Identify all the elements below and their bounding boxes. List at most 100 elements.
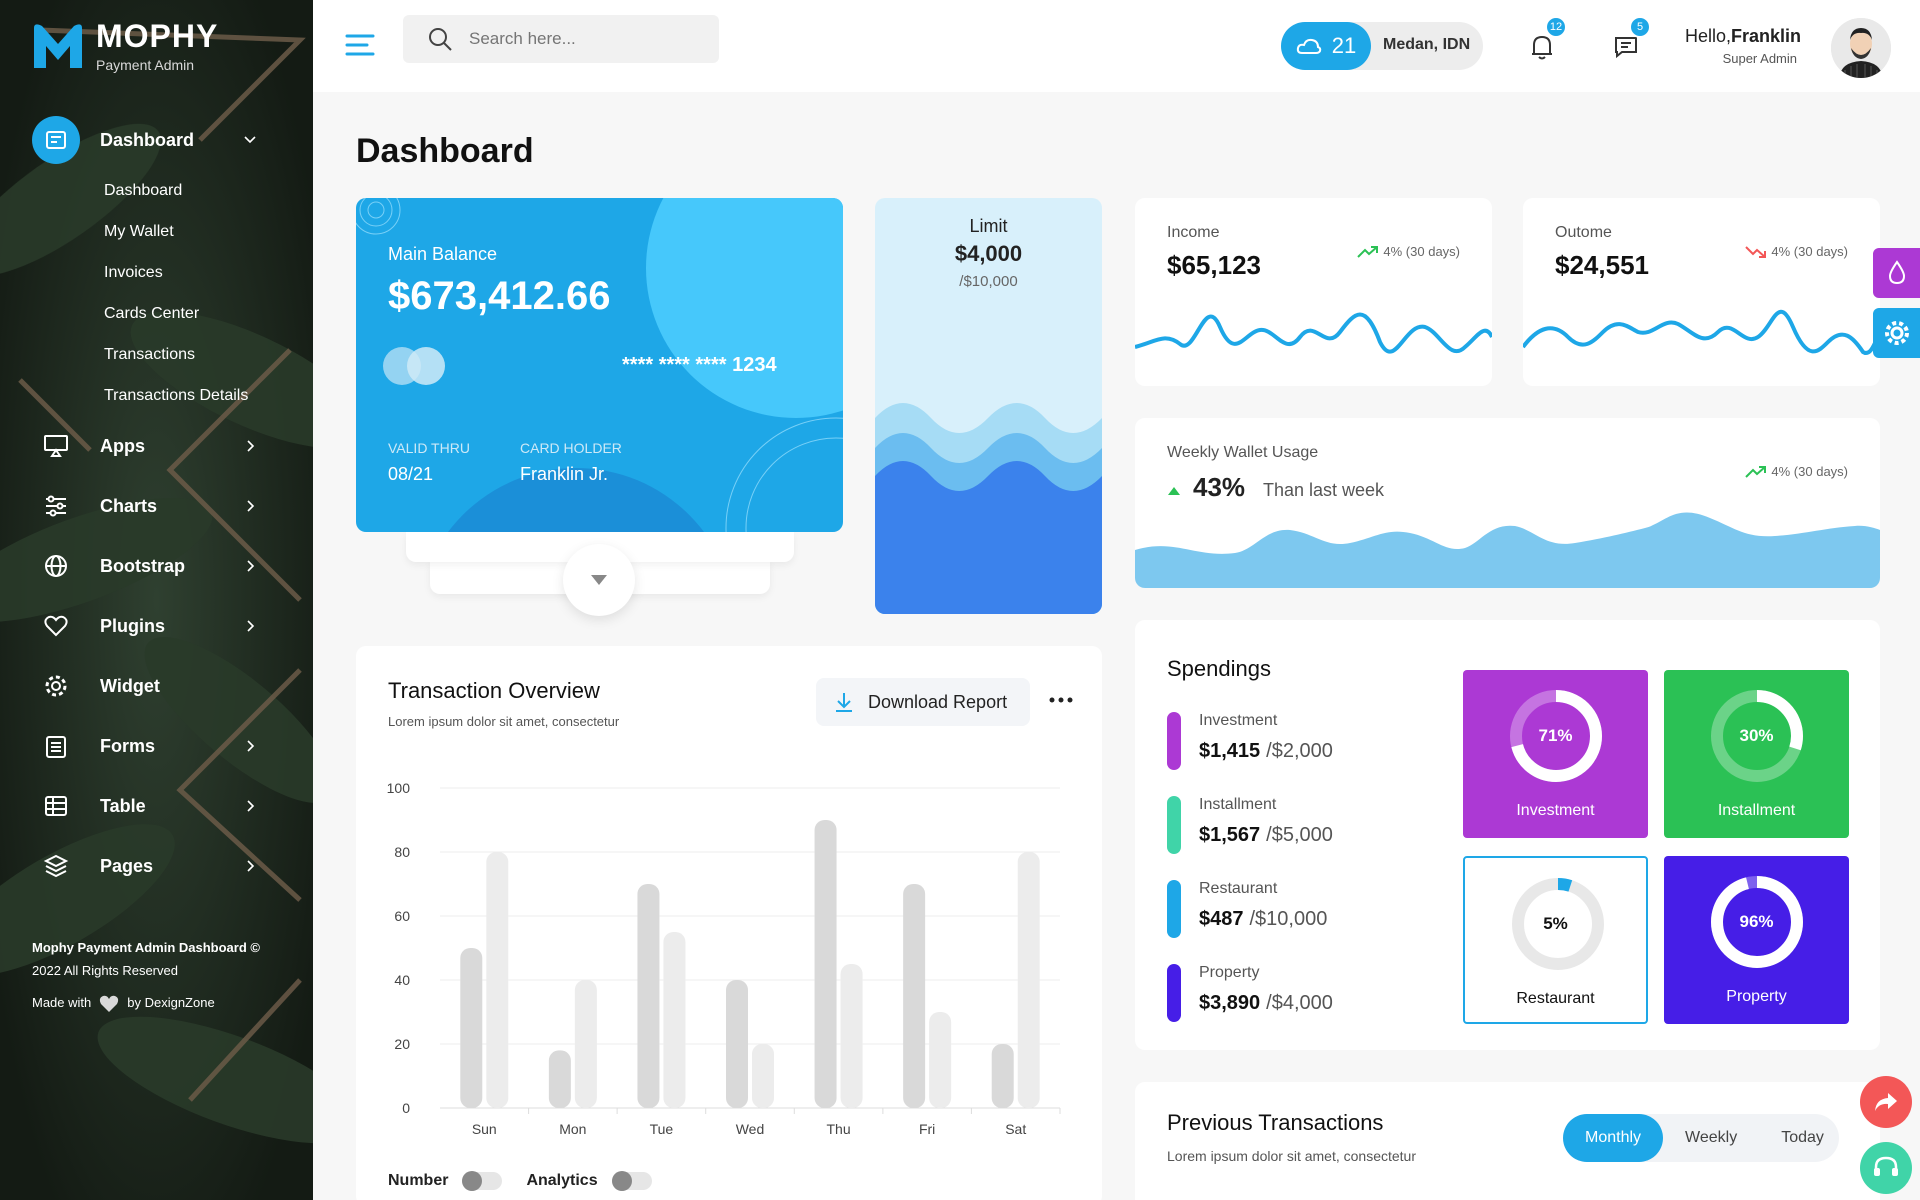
expand-cards-button[interactable]	[563, 544, 635, 616]
outcome-card[interactable]: Outome $24,551 4% (30 days)	[1523, 198, 1880, 386]
user-greeting[interactable]: Hello,Franklin Super Admin	[1685, 26, 1801, 66]
chevron-right-icon	[247, 800, 255, 812]
search-box	[403, 15, 719, 63]
sidebar-item-table[interactable]: Table	[0, 776, 313, 836]
tile-property[interactable]: 96% Property	[1664, 856, 1849, 1024]
avatar[interactable]	[1831, 18, 1891, 78]
main-balance-card[interactable]: Main Balance $673,412.66 **** **** **** …	[356, 198, 843, 532]
submenu-my-wallet[interactable]: My Wallet	[104, 223, 174, 240]
submenu-cards-center[interactable]: Cards Center	[104, 305, 200, 322]
trend-up-icon	[1745, 465, 1767, 478]
footer-title: Mophy Payment Admin Dashboard ©	[32, 940, 260, 955]
income-trend-text: 4% (30 days)	[1383, 244, 1460, 259]
hamburger-menu-icon[interactable]	[345, 32, 375, 58]
tile-percent: 71%	[1538, 726, 1573, 745]
chevron-right-icon	[247, 740, 255, 752]
weather-city: Medan, IDN	[1383, 36, 1471, 53]
bar-sun-series-1[interactable]	[460, 948, 483, 1108]
bar-mon-series-2[interactable]	[574, 980, 597, 1108]
x-tick-label: Sat	[1005, 1121, 1026, 1137]
spending-color-bar	[1167, 796, 1181, 854]
bar-thu-series-2[interactable]	[840, 964, 863, 1108]
sidebar-item-forms[interactable]: Forms	[0, 716, 313, 776]
tile-restaurant[interactable]: 5% Restaurant	[1463, 856, 1648, 1024]
sidebar-item-widget[interactable]: Widget	[0, 656, 313, 716]
bar-fri-series-1[interactable]	[903, 884, 926, 1108]
bar-thu-series-1[interactable]	[814, 820, 837, 1108]
bar-tue-series-1[interactable]	[637, 884, 660, 1108]
limit-max: /$10,000	[959, 273, 1018, 290]
share-button[interactable]	[1860, 1076, 1912, 1128]
chevron-right-icon	[247, 500, 255, 512]
sidebar-item-dashboard[interactable]: Dashboard	[0, 110, 313, 170]
submenu-transactions-details[interactable]: Transactions Details	[104, 387, 249, 404]
search-icon[interactable]	[427, 26, 453, 52]
chevron-right-icon	[247, 860, 255, 872]
period-tabs: Monthly Weekly Today	[1563, 1114, 1839, 1162]
bar-fri-series-2[interactable]	[929, 1012, 952, 1108]
tab-today[interactable]: Today	[1781, 1129, 1824, 1146]
trend-up-icon	[1357, 245, 1379, 258]
bar-wed-series-2[interactable]	[752, 1044, 774, 1108]
tile-installment[interactable]: 30% Installment	[1664, 670, 1849, 838]
sidebar-item-charts[interactable]: Charts	[0, 476, 313, 536]
sidebar-item-label: Apps	[100, 435, 145, 456]
brand-tagline: Payment Admin	[96, 57, 195, 73]
caret-down-icon	[591, 575, 607, 585]
tab-monthly[interactable]: Monthly	[1563, 1114, 1664, 1162]
bar-tue-series-2[interactable]	[663, 932, 686, 1108]
user-role: Super Admin	[1722, 51, 1797, 66]
bar-sat-series-2[interactable]	[1017, 852, 1040, 1108]
balance-label: Main Balance	[388, 244, 498, 264]
income-card[interactable]: Income $65,123 4% (30 days)	[1135, 198, 1492, 386]
messages-button[interactable]: 5	[1601, 16, 1651, 72]
spending-item-property[interactable]: Property $3,890/$4,000	[1167, 964, 1447, 1026]
sidebar-item-label: Plugins	[100, 615, 166, 636]
weekly-wallet-card[interactable]: Weekly Wallet Usage 43% Than last week 4…	[1135, 418, 1880, 588]
spending-item-investment[interactable]: Investment $1,415/$2,000	[1167, 712, 1447, 774]
spending-item-restaurant[interactable]: Restaurant $487/$10,000	[1167, 880, 1447, 942]
heart-icon	[42, 612, 70, 640]
page-title: Dashboard	[356, 132, 534, 170]
notifications-button[interactable]: 12	[1517, 16, 1567, 72]
analytics-toggle[interactable]	[611, 1171, 652, 1191]
theme-color-button[interactable]	[1873, 248, 1920, 298]
donut-progress	[1510, 690, 1602, 782]
spending-name: Restaurant	[1199, 880, 1278, 897]
submenu-dashboard[interactable]: Dashboard	[104, 182, 183, 199]
support-button[interactable]	[1860, 1142, 1912, 1194]
tab-weekly[interactable]: Weekly	[1685, 1129, 1738, 1146]
valid-thru-value: 08/21	[388, 464, 434, 484]
outcome-trend-text: 4% (30 days)	[1771, 244, 1848, 259]
bar-sat-series-1[interactable]	[991, 1044, 1014, 1108]
search-input[interactable]	[469, 29, 699, 49]
settings-button[interactable]	[1873, 308, 1920, 358]
sidebar-item-bootstrap[interactable]: Bootstrap	[0, 536, 313, 596]
weather-widget[interactable]: 21 Medan, IDN	[1281, 22, 1483, 70]
submenu-invoices[interactable]: Invoices	[104, 264, 163, 281]
sidebar-item-label: Charts	[100, 495, 158, 516]
user-avatar-image	[1831, 18, 1891, 78]
previous-transactions-card: Previous Transactions Lorem ipsum dolor …	[1135, 1082, 1880, 1200]
download-report-button[interactable]: Download Report	[816, 678, 1030, 726]
user-name: Franklin	[1731, 26, 1802, 46]
sidebar-item-plugins[interactable]: Plugins	[0, 596, 313, 656]
download-icon	[836, 693, 852, 712]
gear-icon	[1884, 321, 1909, 345]
transaction-overview-title: Transaction Overview	[388, 678, 600, 703]
bar-mon-series-1[interactable]	[548, 1050, 571, 1108]
brand-logo[interactable]: MOPHY Payment Admin	[30, 18, 218, 73]
number-toggle[interactable]	[462, 1171, 503, 1191]
limit-card[interactable]: Limit $4,000 /$10,000	[875, 198, 1102, 614]
sidebar-item-label: Dashboard	[100, 129, 195, 150]
bar-sun-series-2[interactable]	[486, 852, 509, 1108]
toggle-analytics-label: Analytics	[526, 1172, 598, 1189]
tile-investment[interactable]: 71% Investment	[1463, 670, 1648, 838]
more-options-icon[interactable]	[1046, 690, 1076, 710]
spending-item-installment[interactable]: Installment $1,567/$5,000	[1167, 796, 1447, 858]
submenu-transactions[interactable]: Transactions	[104, 346, 195, 363]
bar-wed-series-1[interactable]	[726, 980, 748, 1108]
sidebar-item-apps[interactable]: Apps	[0, 416, 313, 476]
sidebar-item-pages[interactable]: Pages	[0, 836, 313, 896]
y-tick-label: 0	[402, 1100, 410, 1116]
